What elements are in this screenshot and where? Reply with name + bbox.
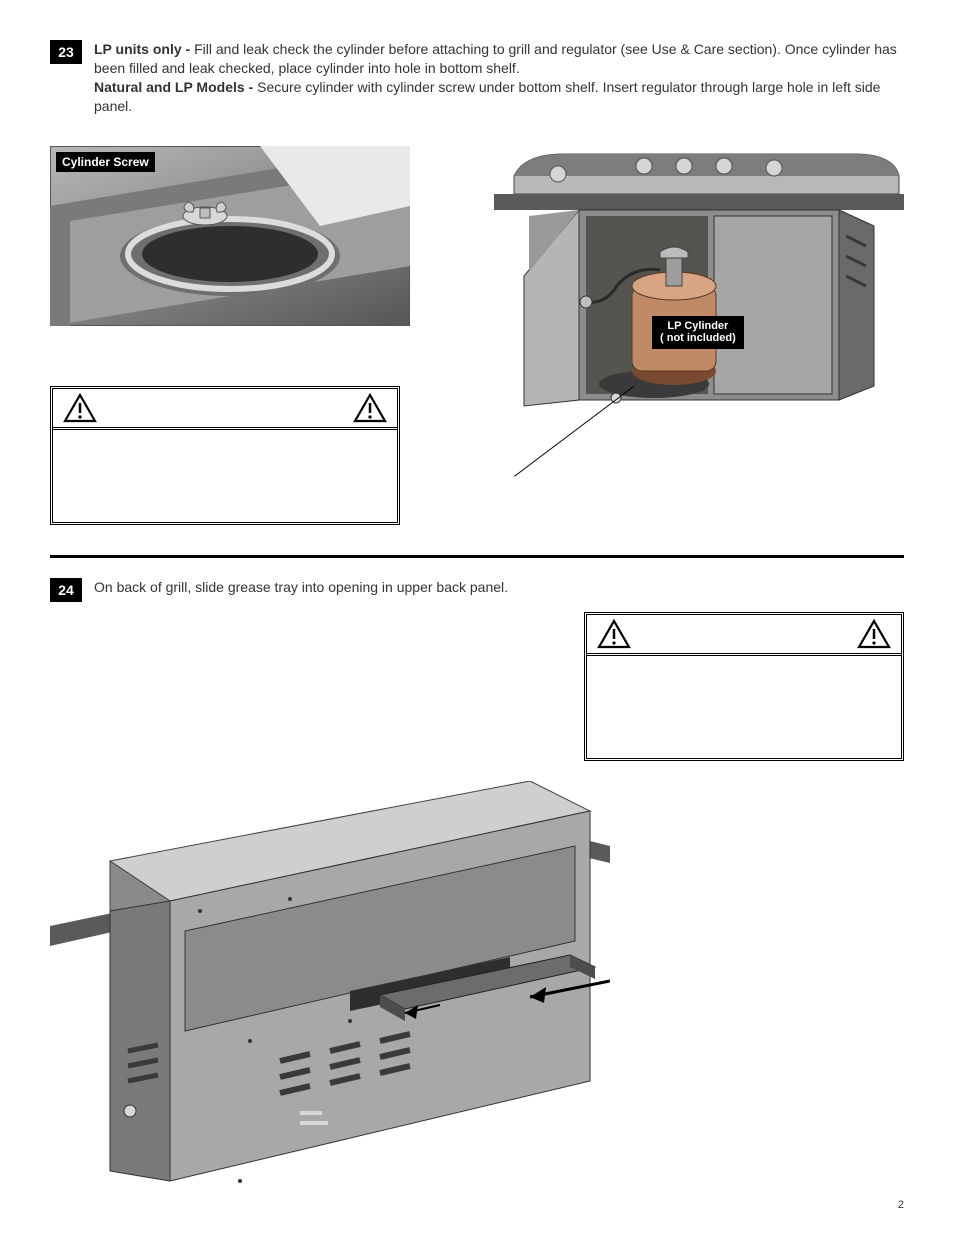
cylinder-screw-illustration (50, 146, 410, 326)
figure-grill-open: LP Cylinder ( not included) (474, 146, 904, 426)
step-24: 24 On back of grill, slide grease tray i… (50, 578, 904, 602)
lp-label-line1: LP Cylinder (667, 320, 728, 332)
figure-grill-back (50, 781, 610, 1191)
step-23: 23 LP units only - Fill and leak check t… (50, 40, 904, 116)
figure-cylinder-screw: Cylinder Screw (50, 146, 410, 326)
step-23-figures: Cylinder Screw (50, 146, 904, 525)
warning-icon (597, 619, 631, 649)
lp-cylinder-label: LP Cylinder ( not included) (652, 316, 744, 349)
warning-icon (63, 393, 97, 423)
caution-box-2: CAUTION Failure to have you LP tank fill… (584, 612, 904, 761)
step-23-lead: LP units only - (94, 41, 190, 57)
step-number-24: 24 (50, 578, 82, 602)
grill-open-illustration (474, 146, 904, 426)
step-24-text: On back of grill, slide grease tray into… (94, 578, 904, 597)
step-24-body: CAUTION Failure to have you LP tank fill… (50, 612, 904, 761)
caution-2-body: Failure to have you LP tank filled and l… (587, 656, 901, 758)
lp-label-line2: ( not included) (660, 332, 736, 344)
step-23-text: LP units only - Fill and leak check the … (94, 40, 904, 116)
warning-icon (857, 619, 891, 649)
page-number: 2 (898, 1199, 904, 1211)
caution-1-title: CAUTION (97, 399, 353, 417)
grill-back-illustration (50, 781, 610, 1191)
caution-1-body: Failure to open tank valve slowly can ca… (53, 430, 397, 522)
caution-2-header: CAUTION (587, 615, 901, 656)
section-divider (50, 555, 904, 558)
step-number-23: 23 (50, 40, 82, 64)
step-23-lead2: Natural and LP Models - (94, 79, 253, 95)
caution-1-header: CAUTION (53, 389, 397, 430)
step-23-para1: Fill and leak check the cylinder before … (94, 41, 897, 76)
warning-icon (353, 393, 387, 423)
caution-2-title: CAUTION (631, 625, 857, 643)
caution-box-1: CAUTION Failure to open tank valve slowl… (50, 386, 400, 525)
